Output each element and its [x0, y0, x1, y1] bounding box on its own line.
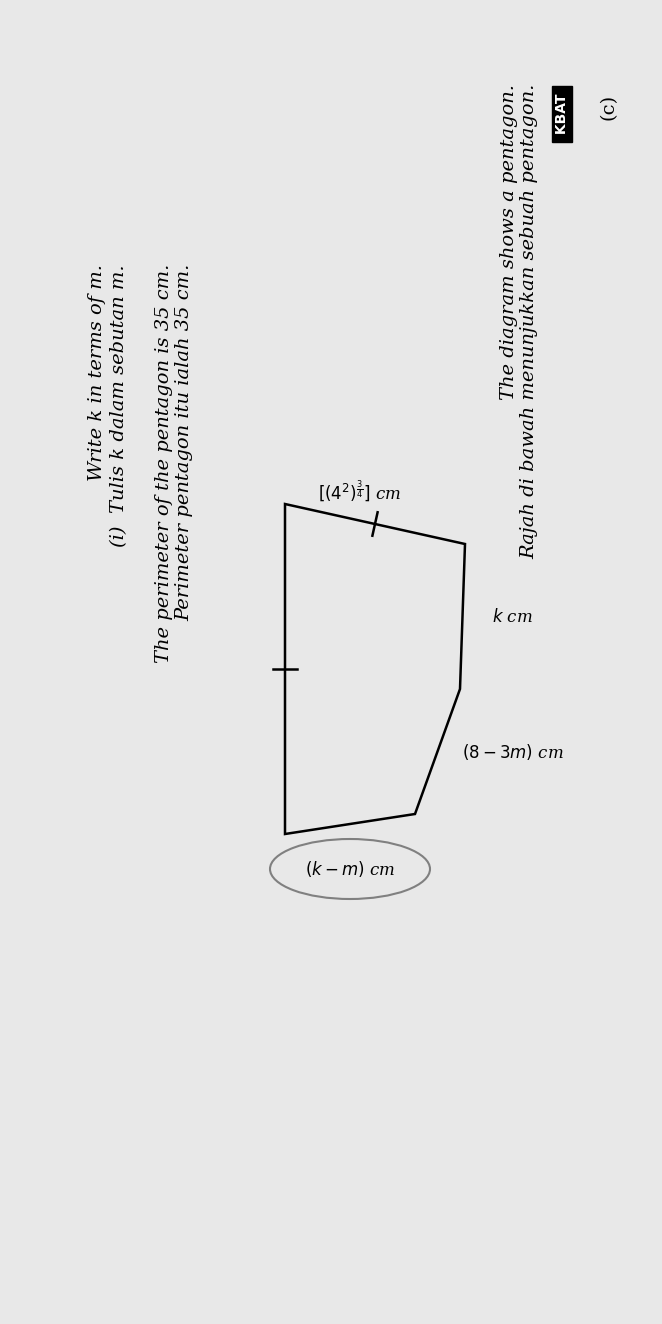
- Text: (i)  Tulis k dalam sebutan m.: (i) Tulis k dalam sebutan m.: [110, 263, 128, 547]
- Text: The diagram shows a pentagon.: The diagram shows a pentagon.: [500, 83, 518, 400]
- Text: Rajah di bawah menunjukkan sebuah pentagon.: Rajah di bawah menunjukkan sebuah pentag…: [520, 83, 538, 559]
- Text: KBAT: KBAT: [555, 89, 569, 139]
- Text: $[(4^2)^{\frac{3}{4}}]$ cm: $[(4^2)^{\frac{3}{4}}]$ cm: [318, 478, 402, 504]
- Text: The perimeter of the pentagon is 35 cm.: The perimeter of the pentagon is 35 cm.: [155, 263, 173, 663]
- Text: Write k in terms of m.: Write k in terms of m.: [88, 263, 106, 481]
- Text: $(8-3m)$ cm: $(8-3m)$ cm: [463, 741, 564, 761]
- Text: Perimeter pentagon itu ialah 35 cm.: Perimeter pentagon itu ialah 35 cm.: [175, 263, 193, 621]
- Text: $k$ cm: $k$ cm: [493, 608, 534, 625]
- Text: $(k-m)$ cm: $(k-m)$ cm: [305, 859, 395, 879]
- Text: (c): (c): [600, 94, 618, 120]
